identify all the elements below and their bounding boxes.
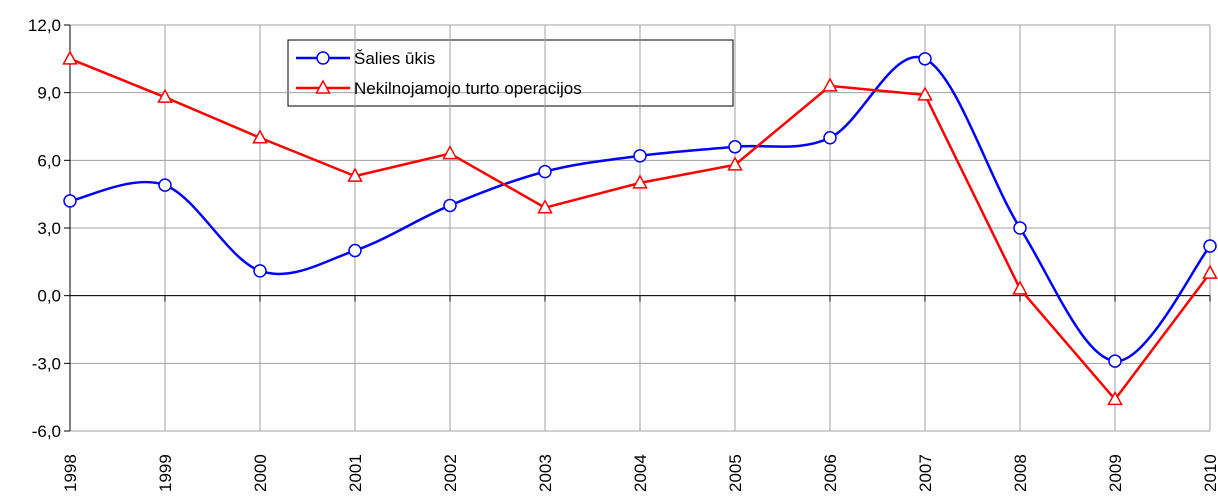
x-tick-label: 2001 [346,454,365,492]
point [158,178,172,192]
point [442,144,458,160]
point [1203,239,1217,253]
point [822,77,838,92]
point [918,52,932,66]
point [537,199,553,214]
x-tick-label: 2002 [441,454,460,492]
y-tick-label: 9,0 [37,84,61,103]
point [443,198,457,213]
point [538,164,552,179]
point [1202,264,1218,279]
y-tick-label: 0,0 [37,287,61,306]
point [823,131,837,145]
point [1012,280,1028,295]
y-tick-label: 3,0 [37,219,61,238]
point [917,86,933,101]
x-tick-label: 2008 [1011,454,1030,492]
point [157,88,173,103]
x-tick-label: 2010 [1201,454,1218,492]
point [348,243,362,258]
x-tick-label: 2004 [631,454,650,492]
point [63,194,77,208]
point [1107,390,1123,406]
legend-label: Šalies ūkis [354,49,435,68]
x-tick-label: 1999 [156,454,175,492]
point [252,129,268,144]
point [316,51,330,65]
point [728,140,742,154]
y-tick-label: -3,0 [32,354,61,373]
point [315,79,331,94]
point [62,50,78,65]
y-tick-label: 12,0 [28,16,61,35]
point [347,167,363,182]
point [727,156,743,171]
x-tick-label: 2007 [916,454,935,492]
y-tick-label: -6,0 [32,422,61,441]
x-tick-label: 2003 [536,454,555,492]
point [253,264,267,278]
legend-label: Nekilnojamojo turto operacijos [354,79,582,98]
y-tick-label: 6,0 [37,151,61,170]
x-tick-label: 1998 [61,454,80,492]
point [1013,221,1027,235]
legend-box [287,39,734,107]
x-tick-label: 2005 [726,454,745,492]
x-tick-label: 2006 [821,454,840,492]
point [1108,354,1122,368]
point [632,174,648,189]
x-tick-label: 2009 [1106,454,1125,492]
point [633,149,647,163]
x-tick-label: 2000 [251,454,270,492]
